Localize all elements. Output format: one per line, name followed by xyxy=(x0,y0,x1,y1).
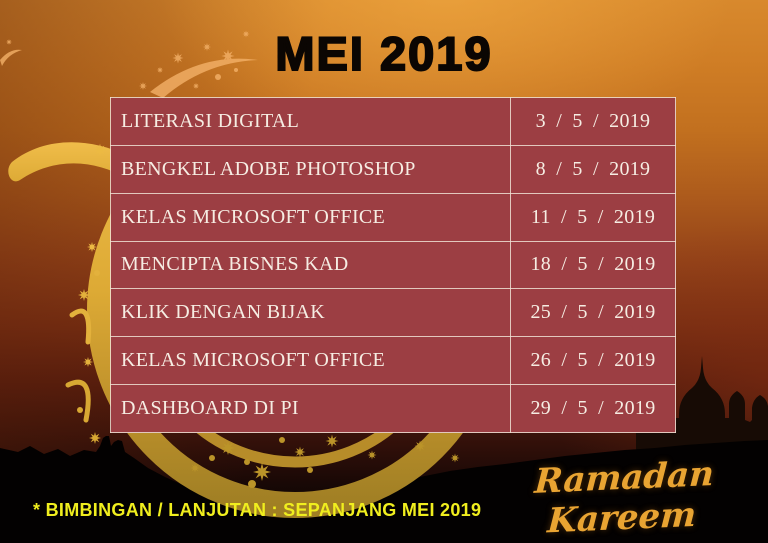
event-cell: LITERASI DIGITAL xyxy=(110,97,511,146)
table-row: LITERASI DIGITAL 3 / 5 / 2019 xyxy=(110,97,676,146)
footnote: * BIMBINGAN / LANJUTAN : SEPANJANG MEI 2… xyxy=(33,500,482,520)
table-row: KELAS MICROSOFT OFFICE 11 / 5 / 2019 xyxy=(110,192,676,242)
table-row: KLIK DENGAN BIJAK 25 / 5 / 2019 xyxy=(110,288,676,338)
date-cell: 26 / 5 / 2019 xyxy=(510,336,676,386)
event-cell: MENCIPTA BISNES KAD xyxy=(110,240,511,290)
date-cell: 25 / 5 / 2019 xyxy=(510,288,676,338)
gold-star-cluster xyxy=(190,434,460,488)
greeting-text: Ramadan Kareem xyxy=(533,453,716,542)
event-cell: KELAS MICROSOFT OFFICE xyxy=(110,336,511,386)
schedule-table: LITERASI DIGITAL 3 / 5 / 2019 BENGKEL AD… xyxy=(110,97,676,433)
event-cell: BENGKEL ADOBE PHOTOSHOP xyxy=(110,144,511,194)
date-cell: 3 / 5 / 2019 xyxy=(510,97,676,146)
table-row: MENCIPTA BISNES KAD 18 / 5 / 2019 xyxy=(110,240,676,290)
table-row: BENGKEL ADOBE PHOTOSHOP 8 / 5 / 2019 xyxy=(110,144,676,194)
event-cell: KELAS MICROSOFT OFFICE xyxy=(110,192,511,242)
date-cell: 29 / 5 / 2019 xyxy=(510,384,676,433)
date-cell: 8 / 5 / 2019 xyxy=(510,144,676,194)
slide-title: MEI 2019 xyxy=(274,26,493,81)
date-cell: 11 / 5 / 2019 xyxy=(510,192,676,242)
table-row: KELAS MICROSOFT OFFICE 26 / 5 / 2019 xyxy=(110,336,676,386)
table-row: DASHBOARD DI PI 29 / 5 / 2019 xyxy=(110,384,676,433)
event-cell: KLIK DENGAN BIJAK xyxy=(110,288,511,338)
date-cell: 18 / 5 / 2019 xyxy=(510,240,676,290)
event-cell: DASHBOARD DI PI xyxy=(110,384,511,433)
